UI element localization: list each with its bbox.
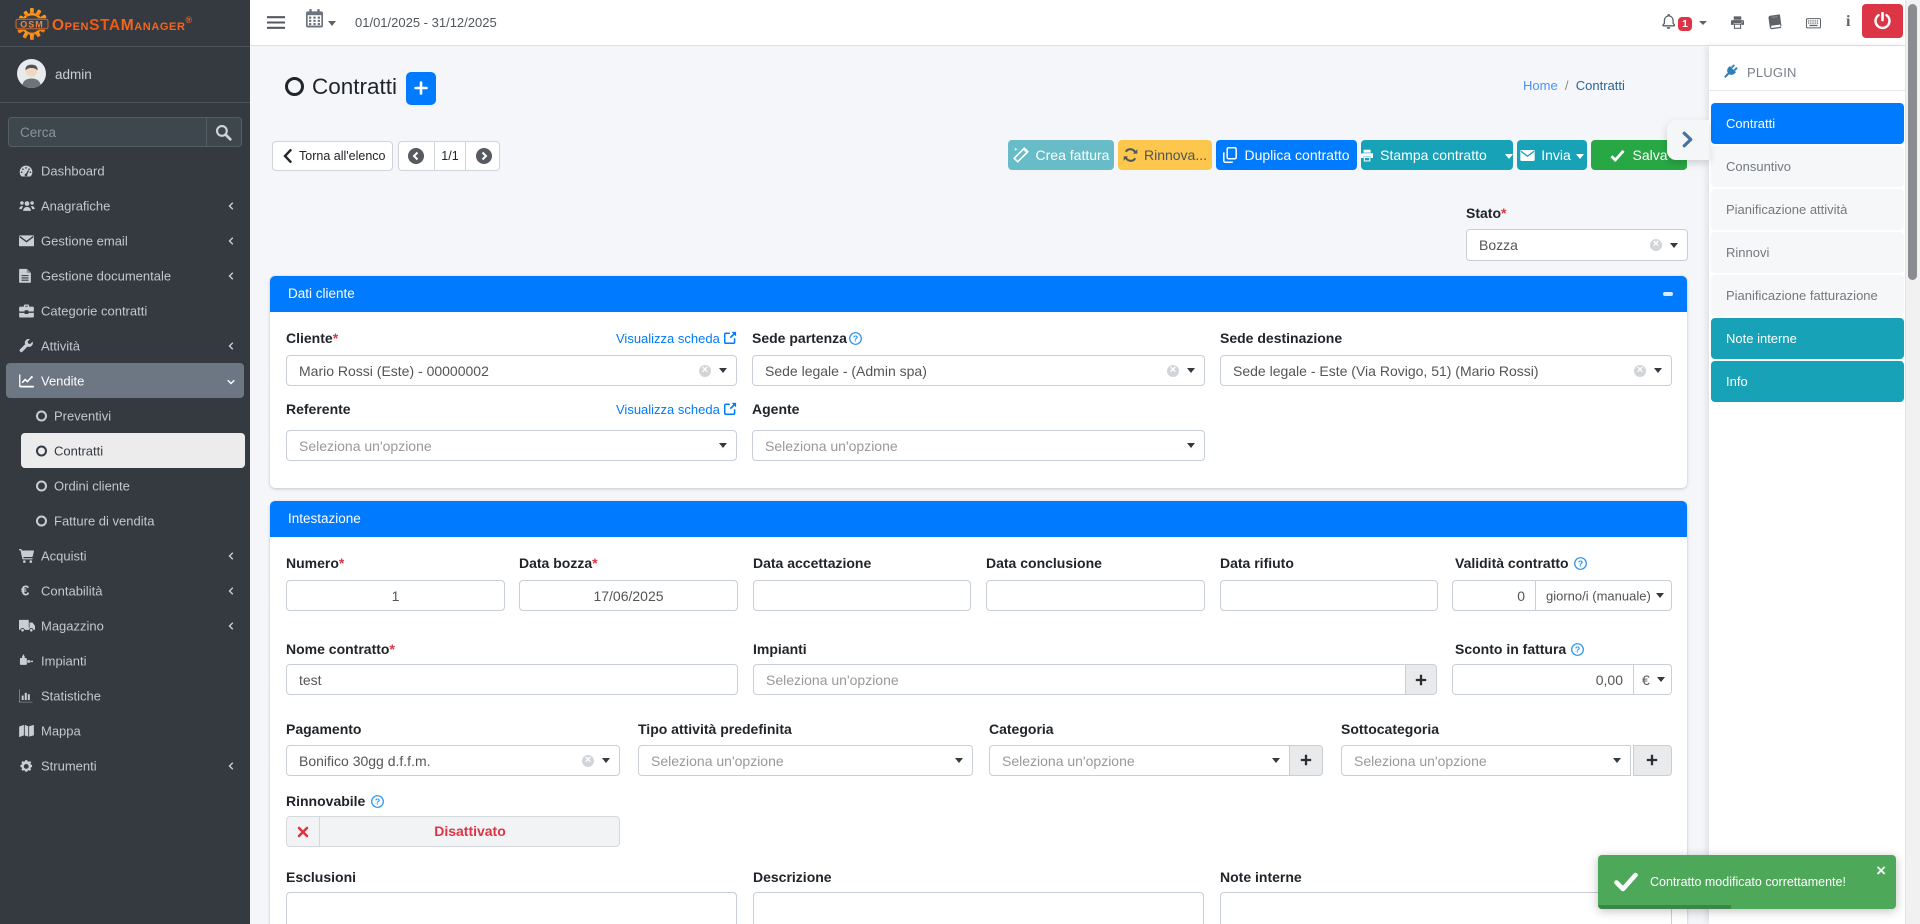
svg-text:?: ? <box>1578 559 1583 569</box>
svg-text:?: ? <box>375 797 380 807</box>
svg-text:?: ? <box>1575 645 1580 655</box>
svg-text:?: ? <box>853 334 858 344</box>
svg-text:OSM: OSM <box>20 20 44 30</box>
